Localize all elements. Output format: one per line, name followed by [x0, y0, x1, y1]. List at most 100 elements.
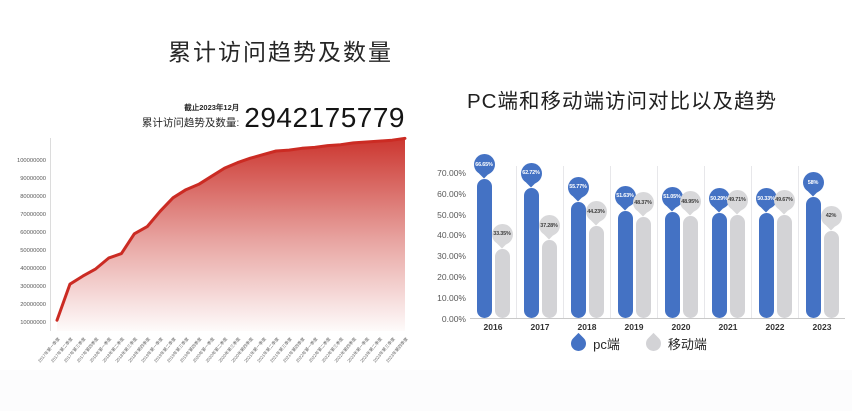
bubble-label: 51.05% [663, 194, 681, 201]
bubble-label: 58% [807, 179, 819, 186]
bubble-label: 49.71% [728, 197, 746, 204]
year-group-2018: 55.77% 44.23% 2018 [564, 166, 611, 332]
annotation-total-value: 2942175779 [244, 102, 405, 134]
bubble-label: 42% [825, 213, 837, 220]
bubble-label: 49.67% [775, 197, 793, 204]
bubble-label: 51.63% [616, 193, 634, 200]
x-label-2023: 2023 [812, 322, 832, 332]
bar-pc端-2019: 51.63% [614, 185, 636, 318]
legend-item-移动端: 移动端 [642, 332, 707, 355]
bar-y-tick-label: 40.00% [437, 230, 466, 241]
bar-pc端-2017: 62.72% [520, 162, 542, 318]
bar-y-tick-label: 10.00% [437, 292, 466, 303]
area-fill [57, 138, 405, 331]
bar-pc端-2023: 58% [802, 172, 824, 318]
x-label-2022: 2022 [765, 322, 785, 332]
year-group-2021: 50.29% 49.71% 2021 [705, 166, 752, 332]
y-tick-label: 30000000 [20, 284, 46, 290]
bubble-移动端-2018: 44.23% [585, 201, 607, 222]
bar-移动端-2017: 37.28% [538, 215, 560, 318]
bubble-label: 50.33% [757, 195, 775, 202]
bubble-移动端-2017: 37.28% [538, 215, 560, 237]
bubble-移动端-2016: 33.35% [491, 223, 513, 245]
bar-y-tick-label: 20.00% [437, 271, 466, 282]
x-tick-label: 2023年第四季度 [384, 335, 410, 364]
bubble-pc端-2019: 51.63% [614, 185, 636, 207]
year-group-2019: 51.63% 48.37% 2019 [611, 166, 658, 332]
bubble-移动端-2023: 42% [820, 205, 842, 227]
area-chart-plot: 100000000 90000000 80000000 70000000 6000000… [17, 136, 410, 364]
y-tick-label: 40000000 [20, 266, 46, 272]
year-group-2020: 51.05% 48.95% 2020 [658, 166, 705, 332]
x-label-2018: 2018 [577, 322, 597, 332]
bubble-label: 55.77% [569, 184, 587, 191]
annotation-date-note: 截止2023年12月 [184, 103, 240, 112]
area-line [55, 136, 407, 322]
right-chart-title: PC端和移动端访问对比以及趋势 [467, 90, 777, 113]
bubble-移动端-2022: 49.67% [773, 189, 795, 211]
bubble-label: 44.23% [587, 208, 605, 215]
y-tick-label: 20000000 [20, 302, 46, 308]
bubble-label: 62.72% [522, 170, 540, 176]
bubble-移动端-2020: 48.95% [679, 191, 701, 213]
legend-label: pc端 [593, 337, 620, 352]
bottom-strip [0, 370, 852, 411]
left-chart-title: 累计访问趋势及数量 [168, 39, 393, 65]
bubble-label: 48.95% [681, 198, 699, 205]
bubble-label: 37.28% [540, 222, 558, 229]
bar-移动端-2023: 42% [820, 205, 842, 318]
bubble-label: 50.29% [710, 195, 728, 202]
bubble-移动端-2021: 49.71% [726, 189, 748, 211]
x-label-2021: 2021 [718, 322, 738, 332]
bubble-pc端-2018: 55.77% [567, 176, 589, 198]
bar-y-tick-label: 60.00% [437, 188, 466, 199]
bubble-label: 33.35% [493, 231, 511, 238]
y-tick-label: 60000000 [20, 230, 46, 236]
bar-移动端-2022: 49.67% [773, 189, 795, 318]
bubble-label: 66.65% [475, 161, 493, 168]
legend: pc端 移动端 [426, 332, 852, 355]
bar-移动端-2016: 33.35% [491, 223, 513, 318]
bar-移动端-2018: 44.23% [585, 201, 607, 318]
year-group-2023: 58% 42% 2023 [799, 166, 845, 332]
bubble-pc端-2022: 50.33% [755, 188, 777, 210]
legend-marker-icon [568, 332, 590, 355]
bar-y-tick-label: 0.00% [441, 313, 466, 324]
bar-pc端-2020: 51.05% [661, 186, 683, 318]
bar-pc端-2022: 50.33% [755, 188, 777, 318]
annotation-label: 累计访问趋势及数量: [141, 117, 240, 129]
legend-item-pc端: pc端 [568, 332, 620, 355]
bar-y-tick-label: 30.00% [437, 251, 466, 262]
bubble-pc端-2023: 58% [802, 172, 824, 194]
bubble-label: 48.37% [634, 199, 652, 206]
y-tick-label: 80000000 [20, 194, 46, 200]
bubble-pc端-2020: 51.05% [661, 186, 683, 208]
bubble-pc端-2021: 50.29% [708, 188, 730, 210]
legend-label: 移动端 [667, 337, 707, 352]
legend-marker-icon [642, 332, 664, 355]
y-tick-label: 10000000 [20, 320, 46, 326]
y-tick-label: 100000000 [17, 158, 46, 164]
bar-pc端-2016: 66.65% [473, 154, 495, 318]
y-tick-label: 90000000 [20, 176, 46, 182]
bubble-移动端-2019: 48.37% [632, 192, 654, 214]
bar-pc端-2018: 55.77% [567, 176, 589, 318]
bar-chart-plot: 66.65% 33.35% 2016 62.72% 37.28% 2017 55.77% 44… [470, 154, 845, 332]
x-label-2020: 2020 [671, 322, 691, 332]
x-label-2019: 2019 [624, 322, 644, 332]
bar-移动端-2020: 48.95% [679, 191, 701, 318]
year-group-2017: 62.72% 37.28% 2017 [517, 162, 564, 332]
bar-y-tick-label: 50.00% [437, 209, 466, 220]
x-axis-line [470, 318, 845, 319]
year-group-2016: 66.65% 33.35% 2016 [470, 154, 517, 332]
y-tick-label: 70000000 [20, 212, 46, 218]
cumulative-total-annotation: 截止2023年12月 累计访问趋势及数量: 2942175779 [141, 102, 405, 134]
year-group-2022: 50.33% 49.67% 2022 [752, 166, 799, 332]
y-tick-label: 50000000 [20, 248, 46, 254]
bar-移动端-2021: 49.71% [726, 189, 748, 318]
x-label-2016: 2016 [483, 322, 503, 332]
x-label-2017: 2017 [530, 322, 550, 332]
bubble-pc端-2016: 66.65% [473, 154, 495, 176]
bar-pc端-2021: 50.29% [708, 188, 730, 318]
